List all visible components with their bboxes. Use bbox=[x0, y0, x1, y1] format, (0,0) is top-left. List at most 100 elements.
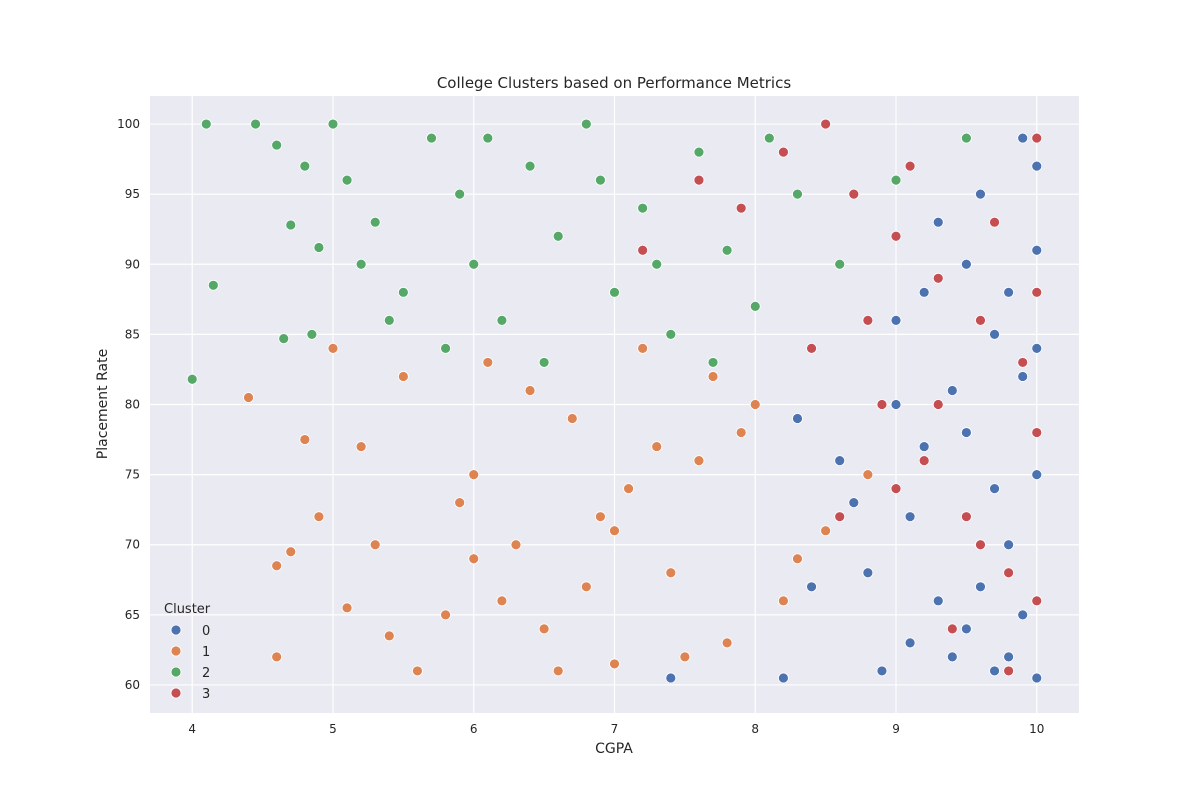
x-tick-label: 10 bbox=[1029, 722, 1044, 736]
cluster-3-point bbox=[946, 623, 958, 635]
cluster-1-point bbox=[313, 511, 325, 523]
cluster-2-point bbox=[383, 314, 395, 326]
cluster-0-point bbox=[1031, 672, 1043, 684]
cluster-1-point bbox=[397, 371, 409, 382]
cluster-2-point bbox=[306, 328, 318, 340]
cluster-2-point bbox=[468, 258, 480, 270]
cluster-0-point bbox=[778, 672, 789, 684]
legend-marker-2 bbox=[170, 666, 182, 678]
cluster-2-point bbox=[369, 216, 381, 228]
cluster-0-point bbox=[975, 188, 986, 200]
cluster-1-point bbox=[749, 399, 761, 410]
cluster-0-point bbox=[890, 314, 902, 326]
cluster-3-point bbox=[975, 314, 986, 326]
cluster-2-point bbox=[637, 202, 649, 214]
cluster-1-point bbox=[580, 581, 592, 593]
cluster-1-point bbox=[735, 427, 747, 438]
grid-lines bbox=[150, 96, 1079, 713]
cluster-0-point bbox=[1031, 160, 1043, 172]
cluster-2-point bbox=[299, 160, 311, 172]
cluster-0-point bbox=[1017, 371, 1029, 382]
cluster-0-point bbox=[848, 497, 860, 509]
cluster-1-point bbox=[271, 560, 283, 572]
legend-title: Cluster bbox=[164, 602, 211, 617]
cluster-3-point bbox=[820, 118, 832, 130]
chart-title: College Clusters based on Performance Me… bbox=[437, 74, 792, 92]
cluster-2-point bbox=[651, 258, 663, 270]
cluster-2-point bbox=[313, 242, 325, 253]
x-axis-title: CGPA bbox=[595, 741, 633, 757]
cluster-2-point bbox=[200, 118, 212, 130]
cluster-2-point bbox=[524, 160, 536, 172]
cluster-0-point bbox=[918, 286, 930, 298]
cluster-1-point bbox=[778, 595, 789, 607]
cluster-1-point bbox=[524, 385, 536, 396]
cluster-3-point bbox=[876, 399, 888, 410]
cluster-2-point bbox=[250, 118, 261, 130]
cluster-0-point bbox=[932, 595, 944, 607]
cluster-2-point bbox=[454, 188, 466, 200]
cluster-1-point bbox=[595, 511, 606, 523]
y-tick-label: 65 bbox=[125, 608, 140, 622]
cluster-0-point bbox=[975, 581, 986, 593]
cluster-2-point bbox=[665, 328, 677, 340]
cluster-0-point bbox=[1003, 539, 1015, 551]
cluster-1-point bbox=[510, 539, 522, 551]
cluster-0-point bbox=[960, 623, 972, 635]
legend-marker-3 bbox=[170, 687, 182, 699]
cluster-3-point bbox=[932, 399, 944, 410]
cluster-1-point bbox=[412, 665, 423, 677]
x-tick-label: 8 bbox=[751, 722, 759, 736]
cluster-2-point bbox=[960, 132, 972, 144]
cluster-1-point bbox=[454, 497, 466, 509]
cluster-3-point bbox=[890, 483, 902, 495]
cluster-3-point bbox=[806, 343, 817, 354]
legend-label-2: 2 bbox=[202, 666, 210, 681]
cluster-3-point bbox=[975, 539, 986, 551]
cluster-1-point bbox=[383, 630, 395, 642]
cluster-2-point bbox=[552, 230, 564, 242]
cluster-3-point bbox=[989, 216, 1000, 228]
y-tick-label: 100 bbox=[117, 117, 140, 131]
legend-label-3: 3 bbox=[202, 687, 210, 702]
cluster-3-point bbox=[848, 188, 860, 200]
y-tick-label: 75 bbox=[125, 468, 140, 482]
legend: Cluster 0 1 2 3 bbox=[164, 602, 211, 702]
cluster-3-point bbox=[1003, 665, 1015, 677]
cluster-0-point bbox=[1003, 286, 1015, 298]
cluster-1-point bbox=[299, 434, 311, 445]
cluster-0-point bbox=[904, 511, 916, 523]
cluster-1-point bbox=[538, 623, 550, 635]
cluster-1-point bbox=[327, 343, 339, 354]
cluster-2-point bbox=[327, 118, 339, 130]
cluster-1-point bbox=[721, 637, 733, 649]
cluster-1-point bbox=[566, 413, 578, 424]
x-tick-label: 6 bbox=[470, 722, 478, 736]
cluster-0-point bbox=[932, 216, 944, 228]
cluster-2-point bbox=[763, 132, 775, 144]
cluster-1-point bbox=[637, 343, 649, 354]
cluster-0-point bbox=[960, 427, 972, 438]
cluster-1-point bbox=[820, 525, 832, 537]
y-tick-label: 95 bbox=[125, 187, 140, 201]
cluster-1-point bbox=[792, 553, 803, 565]
cluster-1-point bbox=[271, 651, 283, 663]
cluster-3-point bbox=[890, 230, 902, 242]
cluster-1-point bbox=[862, 469, 874, 481]
cluster-0-point bbox=[989, 665, 1000, 677]
cluster-1-point bbox=[609, 658, 620, 670]
cluster-0-point bbox=[918, 441, 930, 452]
cluster-1-point bbox=[369, 539, 381, 551]
cluster-0-point bbox=[960, 258, 972, 270]
cluster-2-point bbox=[496, 314, 508, 326]
cluster-3-point bbox=[735, 202, 747, 214]
legend-label-1: 1 bbox=[202, 645, 210, 660]
cluster-0-point bbox=[904, 637, 916, 649]
cluster-0-point bbox=[1031, 244, 1043, 256]
data-points bbox=[186, 118, 1043, 684]
cluster-2-point bbox=[207, 279, 219, 291]
cluster-0-point bbox=[989, 483, 1000, 495]
cluster-1-point bbox=[468, 553, 480, 565]
cluster-3-point bbox=[904, 160, 916, 172]
cluster-0-point bbox=[834, 455, 846, 466]
